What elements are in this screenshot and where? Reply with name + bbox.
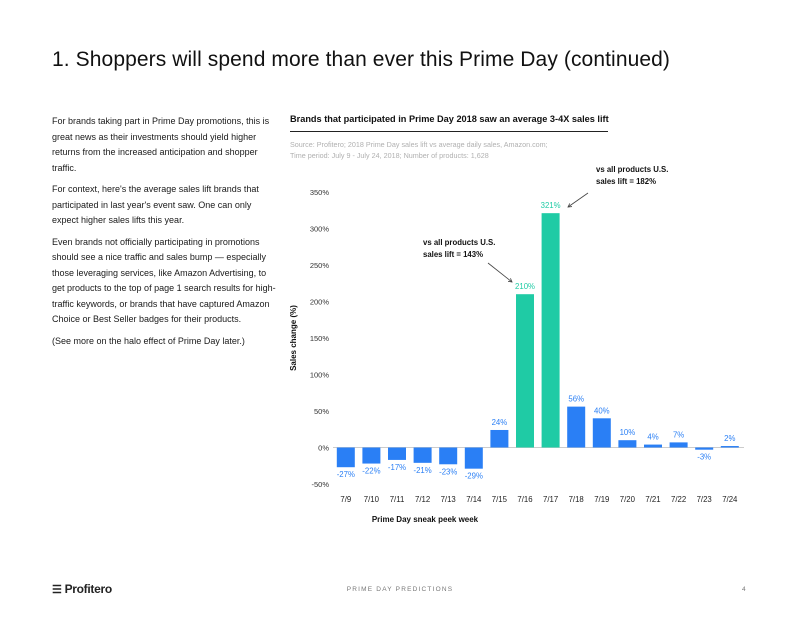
bar-7-10 [362,447,381,464]
data-label: 10% [620,428,636,437]
x-tick-label: 7/21 [645,495,660,504]
logo-text: Profitero [64,582,113,596]
bar-7-12 [413,447,432,463]
annotation-arrow-line [567,192,589,208]
annotation-line: sales lift = 182% [596,177,656,186]
data-label: 24% [492,418,508,427]
bar-7-17 [541,213,560,448]
y-tick-label: -50% [311,480,329,489]
data-label: -22% [362,467,380,476]
x-tick-label: 7/23 [697,495,712,504]
chart-source: Source: Profitero; 2018 Prime Day sales … [290,139,610,161]
data-label: 210% [515,282,535,291]
bar-7-11 [388,447,406,460]
data-label: -3% [697,453,711,462]
x-tick-label: 7/14 [466,495,482,504]
x-tick-label: 7/24 [722,495,738,504]
chart-source-line: Time period: July 9 - July 24, 2018; Num… [290,151,489,160]
bar-7-16 [516,294,534,448]
bar-7-13 [439,447,458,465]
x-tick-label: 7/19 [594,495,609,504]
data-label: -29% [465,472,483,481]
chart-title: Brands that participated in Prime Day 20… [290,114,609,124]
x-tick-label: 7/17 [543,495,558,504]
y-tick-label: 250% [310,261,330,270]
x-tick-label: 7/9 [340,495,351,504]
bar-7-20 [618,440,637,448]
logo-mark-icon: ☰ [52,583,62,596]
bar-7-14 [464,447,483,469]
profitero-logo: ☰ Profitero [52,582,112,596]
bar-7-23 [695,447,714,450]
chart-source-line: Source: Profitero; 2018 Prime Day sales … [290,140,548,149]
annotation-arrowhead-icon [507,278,513,283]
body-paragraph: For brands taking part in Prime Day prom… [52,116,270,173]
y-tick-label: 0% [318,444,329,453]
bar-7-18 [567,406,586,448]
x-tick-label: 7/20 [620,495,636,504]
y-tick-label: 150% [310,334,330,343]
data-label: 4% [647,433,658,442]
annotation-arrowhead-icon [567,203,573,208]
bar-7-19 [592,418,611,448]
data-label: 7% [673,430,684,439]
y-axis-label: Sales change (%) [289,305,298,371]
data-label: 321% [541,201,561,210]
page-number: 4 [742,586,746,593]
footer-section-label: PRIME DAY PREDICTIONS [346,586,454,593]
body-paragraph: For context, here's the average sales li… [52,184,259,225]
annotation-arrow-line [487,262,513,283]
data-label: -23% [439,467,457,476]
x-tick-label: 7/10 [364,495,380,504]
body-paragraph: Even brands not officially participating… [52,236,276,325]
bar-7-22 [669,442,688,448]
bar-7-9 [336,447,355,468]
x-tick-label: 7/16 [517,495,532,504]
data-label: 2% [724,434,735,443]
data-label: -21% [413,466,431,475]
y-tick-label: 200% [310,298,330,307]
chart-title-underline [290,131,608,132]
data-label: -27% [337,470,355,479]
x-tick-label: 7/12 [415,495,430,504]
y-tick-label: 50% [314,407,329,416]
bar-7-24 [720,446,739,448]
x-tick-label: 7/13 [441,495,456,504]
page-title: 1. Shoppers will spend more than ever th… [52,48,671,71]
y-tick-label: 100% [310,371,330,380]
bar-7-15 [490,429,509,448]
y-tick-label: 350% [310,188,330,197]
x-axis-label: Prime Day sneak peek week [372,515,479,524]
x-tick-label: 7/15 [492,495,508,504]
bar-7-21 [644,444,662,448]
body-paragraph: (See more on the halo effect of Prime Da… [52,335,245,346]
x-tick-label: 7/11 [390,495,405,504]
body-text: For brands taking part in Prime Day prom… [52,114,277,355]
data-label: 40% [594,406,610,415]
x-tick-label: 7/22 [671,495,686,504]
annotation-line: sales lift = 143% [423,250,483,259]
data-label: -17% [388,463,406,472]
annotation-line: vs all products U.S. [596,165,668,174]
y-tick-label: 300% [310,225,330,234]
annotation-line: vs all products U.S. [423,238,495,247]
x-tick-label: 7/18 [569,495,584,504]
data-label: 56% [568,395,584,404]
